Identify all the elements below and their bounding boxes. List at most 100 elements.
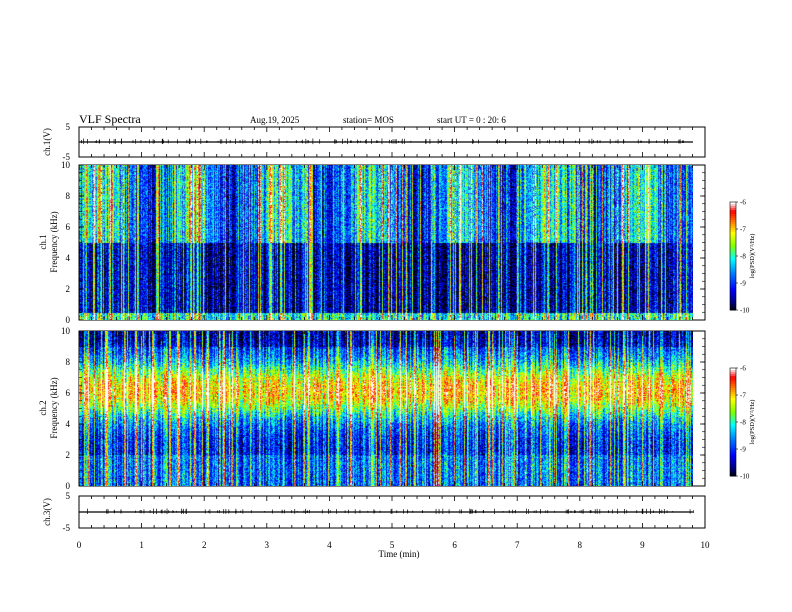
colorbar-step <box>730 386 736 389</box>
colorbar-step <box>730 276 736 279</box>
colorbar-step <box>730 268 736 271</box>
colorbar-step <box>730 426 736 429</box>
colorbar-step <box>730 436 736 439</box>
colorbar-step <box>730 240 736 243</box>
colorbar-step <box>730 474 736 477</box>
colorbar-tick-label: -10 <box>740 473 750 481</box>
colorbar-step <box>730 230 736 233</box>
colorbar-tick-label: -10 <box>740 307 750 315</box>
colorbar-step <box>730 236 736 239</box>
colorbar-step <box>730 446 736 449</box>
colorbar-step <box>730 258 736 261</box>
ch1-waveform-spikes <box>81 138 684 145</box>
colorbar-step <box>730 400 736 403</box>
colorbar-step <box>730 308 736 311</box>
colorbar-step <box>730 472 736 475</box>
colorbar-step <box>730 418 736 421</box>
y-tick-label: 0 <box>66 315 71 325</box>
colorbar-step <box>730 238 736 241</box>
time-tick-label: 6 <box>452 540 457 550</box>
y-tick-label: 6 <box>66 222 71 232</box>
time-tick-label: 3 <box>265 540 270 550</box>
colorbar-step <box>730 380 736 383</box>
colorbar-step <box>730 296 736 299</box>
colorbar-tick-label: -9 <box>740 280 746 288</box>
time-tick-label: 5 <box>390 540 395 550</box>
colorbar-step <box>730 414 736 417</box>
colorbar-step <box>730 226 736 229</box>
time-tick-label: 4 <box>327 540 332 550</box>
ch3-ytick-top: 5 <box>66 491 71 501</box>
y-tick-label: 8 <box>66 357 71 367</box>
colorbar-step <box>730 428 736 431</box>
colorbar-step <box>730 208 736 211</box>
y-tick-label: 2 <box>66 450 71 460</box>
colorbar-step <box>730 416 736 419</box>
time-tick-label: 9 <box>640 540 645 550</box>
ch2-spectrogram-panel: ch.2 Frequency (kHz) 0 2 4 6 8 10 <box>38 326 706 491</box>
ch1-spectrogram-xticks <box>78 165 706 320</box>
colorbar-step <box>730 412 736 415</box>
ch1-ytick-bottom: -5 <box>63 152 71 162</box>
colorbar-step <box>730 234 736 237</box>
colorbar-step <box>730 302 736 305</box>
colorbar-step <box>730 256 736 259</box>
y-tick-label: 10 <box>61 326 71 336</box>
colorbar-step <box>730 452 736 455</box>
colorbar-step <box>730 260 736 263</box>
colorbar-step <box>730 388 736 391</box>
ch1-waveform-xticks <box>78 127 706 157</box>
ch1-spectrogram-image <box>79 165 693 320</box>
time-axis-label: Time (min) <box>379 549 420 559</box>
ch2-spectrogram-ylabel-bottom: Frequency (kHz) <box>49 377 59 438</box>
ch2-colorbar: -6 -7 -8 -9 -10 log(PSD)(V²/Hz) <box>729 365 756 481</box>
colorbar-step <box>730 298 736 301</box>
ch3-ytick-bottom: -5 <box>63 523 71 533</box>
ch1-spectrogram-yticks: 0 2 4 6 8 10 <box>61 160 705 325</box>
colorbar-step <box>730 470 736 473</box>
colorbar-step <box>730 442 736 445</box>
ch1-spectrogram-ylabel-bottom: Frequency (kHz) <box>49 211 59 272</box>
colorbar-step <box>730 210 736 213</box>
ch2-spectrogram-image <box>79 331 693 486</box>
colorbar-step <box>730 266 736 269</box>
figure-title: VLF Spectra <box>79 112 141 126</box>
ch3-waveform-panel: 5 -5 ch.3(V) <box>42 491 706 533</box>
colorbar-step <box>730 464 736 467</box>
colorbar-step <box>730 206 736 209</box>
colorbar-step <box>730 448 736 451</box>
colorbar-step <box>730 278 736 281</box>
colorbar-step <box>730 406 736 409</box>
time-tick-label: 2 <box>202 540 207 550</box>
colorbar-step <box>730 456 736 459</box>
colorbar-step <box>730 392 736 395</box>
colorbar-step <box>730 250 736 253</box>
colorbar-step <box>730 216 736 219</box>
colorbar-step <box>730 378 736 381</box>
ch1-waveform-ylabel: ch.1(V) <box>42 128 52 156</box>
colorbar-step <box>730 242 736 245</box>
colorbar-step <box>730 204 736 207</box>
y-tick-label: 4 <box>66 253 71 263</box>
colorbar-step <box>730 410 736 413</box>
colorbar-step <box>730 294 736 297</box>
colorbar-step <box>730 450 736 453</box>
colorbar-step <box>730 288 736 291</box>
ch2-spectrogram-xticks <box>78 331 706 486</box>
ch2-spectrogram-yticks: 0 2 4 6 8 10 <box>61 326 705 491</box>
y-tick-label: 6 <box>66 388 71 398</box>
colorbar-step <box>730 228 736 231</box>
colorbar-step <box>730 252 736 255</box>
colorbar-step <box>730 306 736 309</box>
y-tick-label: 4 <box>66 419 71 429</box>
colorbar-tick-label: -6 <box>740 365 746 373</box>
colorbar-step <box>730 246 736 249</box>
colorbar-step <box>730 280 736 283</box>
colorbar-step <box>730 424 736 427</box>
colorbar-step <box>730 272 736 275</box>
colorbar-step <box>730 462 736 465</box>
time-tick-label: 1 <box>139 540 144 550</box>
ch1-colorbar: -6 -7 -8 -9 -10 log(PSD)(V²/Hz) <box>729 199 756 315</box>
colorbar-step <box>730 468 736 471</box>
colorbar-step <box>730 218 736 221</box>
